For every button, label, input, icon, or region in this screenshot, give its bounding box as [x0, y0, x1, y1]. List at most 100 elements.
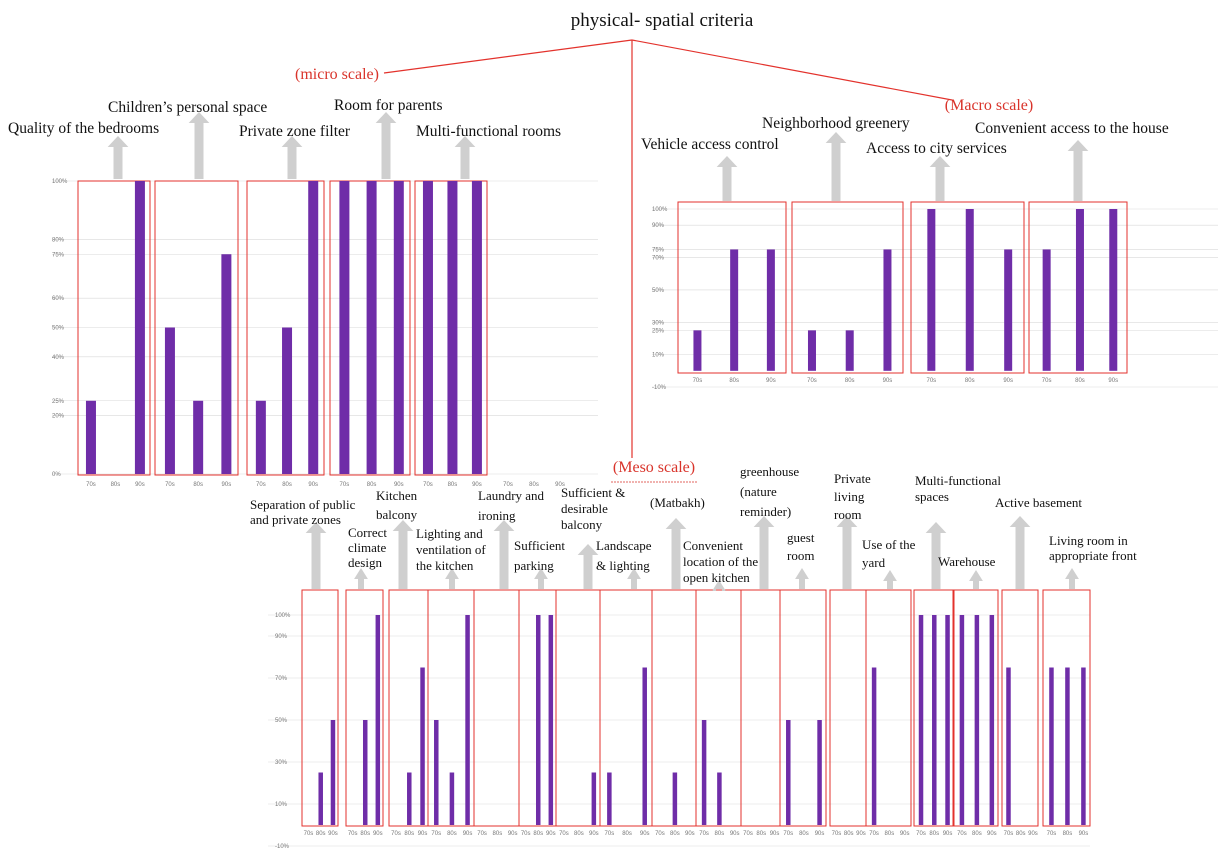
criterion-label: Warehouse [938, 554, 996, 569]
criterion-label: Private zone filter [239, 123, 351, 140]
criterion-arrow-icon [665, 518, 687, 589]
data-bar [366, 181, 377, 474]
criterion-label: Vehicle access control [641, 136, 779, 153]
y-tick-label: 60% [52, 296, 65, 302]
criterion-arrow-icon [107, 136, 129, 179]
x-tick-label: 90s [135, 482, 145, 488]
x-tick-label: 80s [448, 482, 458, 488]
y-tick-label: 70% [275, 676, 288, 682]
data-bar [255, 400, 266, 474]
x-tick-label: 70s [655, 831, 665, 837]
data-bar [330, 720, 336, 825]
criterion-arrow-icon [281, 136, 303, 179]
x-tick-label: 80s [533, 831, 543, 837]
criterion-arrow-icon [883, 570, 897, 589]
y-tick-label: 30% [652, 320, 665, 326]
data-bar [447, 181, 458, 474]
data-bar [786, 720, 791, 825]
macro-scale-label: (Macro scale) [945, 97, 1033, 114]
criterion-frame [77, 180, 151, 476]
criterion-arrow-icon [375, 112, 397, 179]
x-tick-label: 70s [605, 831, 615, 837]
x-tick-label: 80s [715, 831, 725, 837]
data-bar [308, 181, 319, 474]
y-tick-label: 75% [52, 252, 65, 258]
y-tick-label: 25% [652, 328, 665, 334]
meso-scale-label: (Meso scale) [613, 459, 695, 476]
data-bar [871, 667, 877, 825]
criterion-arrow-icon [753, 516, 775, 589]
y-tick-label: 40% [52, 355, 65, 361]
x-tick-label: 70s [916, 831, 926, 837]
x-tick-label: 70s [807, 378, 817, 384]
y-tick-label: 100% [52, 179, 68, 185]
x-tick-label: 90s [1028, 831, 1038, 837]
criterion-arrow-icon [577, 544, 599, 589]
data-bar [1065, 667, 1070, 825]
criterion-arrow-icon [969, 570, 983, 589]
data-bar [672, 772, 678, 825]
data-bar [945, 615, 950, 825]
x-tick-label: 90s [856, 831, 866, 837]
data-bar [134, 181, 145, 474]
data-bar [164, 327, 175, 474]
data-bar [807, 330, 816, 371]
x-tick-label: 70s [256, 482, 266, 488]
data-bar [449, 772, 455, 825]
data-bar [989, 615, 995, 825]
criterion-label: Access to city services [866, 140, 1007, 157]
data-bar [701, 720, 707, 825]
data-bar [548, 615, 554, 825]
x-tick-label: 80s [670, 831, 680, 837]
data-bar [591, 772, 597, 825]
criterion-label: Sufficient & desirable balcony [561, 485, 625, 532]
x-tick-label: 90s [1108, 378, 1118, 384]
criterion-frame [953, 589, 999, 827]
x-tick-label: 70s [832, 831, 842, 837]
x-tick-label: 80s [799, 831, 809, 837]
x-tick-label: 80s [493, 831, 503, 837]
data-bar [85, 400, 96, 474]
x-tick-label: 90s [555, 482, 565, 488]
criterion-arrow-icon [392, 520, 414, 589]
x-tick-label: 70s [559, 831, 569, 837]
data-bar [717, 772, 722, 825]
criterion-arrow-icon [534, 568, 548, 589]
criterion-frame [865, 589, 912, 827]
x-tick-label: 80s [622, 831, 632, 837]
data-bar [1049, 667, 1054, 825]
x-tick-label: 70s [477, 831, 487, 837]
criterion-arrow-icon [925, 522, 947, 589]
criterion-label: Landscape & lighting [596, 538, 652, 573]
x-tick-label: 90s [883, 378, 893, 384]
meso-scale-chart: 100%90%70%50%30%10%-10%70s 80s 90sSeparati… [250, 464, 1137, 848]
x-tick-label: 90s [589, 831, 599, 837]
x-tick-label: 80s [1063, 831, 1073, 837]
data-bar [927, 209, 936, 371]
data-bar [642, 667, 647, 825]
figure-title: physical- spatial criteria [571, 10, 754, 31]
y-tick-label: -10% [275, 844, 290, 848]
x-tick-label: 70s [348, 831, 358, 837]
data-bar [465, 615, 470, 825]
data-bar [535, 615, 541, 825]
data-bar [221, 254, 232, 474]
data-bar [1081, 667, 1086, 825]
connector-macro [631, 39, 953, 101]
criterion-frame [740, 589, 781, 827]
criterion-frame [1028, 201, 1128, 374]
x-tick-label: 80s [756, 831, 766, 837]
y-tick-label: 70% [652, 256, 665, 262]
x-tick-label: 90s [463, 831, 473, 837]
x-tick-label: 80s [885, 831, 895, 837]
criterion-label: Children’s personal space [108, 99, 267, 116]
x-tick-label: 70s [86, 482, 96, 488]
criterion-frame [246, 180, 325, 476]
criterion-frame [154, 180, 239, 476]
y-tick-label: 30% [275, 760, 288, 766]
criterion-label: Neighborhood greenery [762, 115, 910, 132]
y-tick-label: 90% [275, 634, 288, 640]
criterion-label: Convenient access to the house [975, 120, 1169, 137]
criterion-arrow-icon [929, 156, 951, 201]
criterion-label: Quality of the bedrooms [8, 120, 159, 137]
